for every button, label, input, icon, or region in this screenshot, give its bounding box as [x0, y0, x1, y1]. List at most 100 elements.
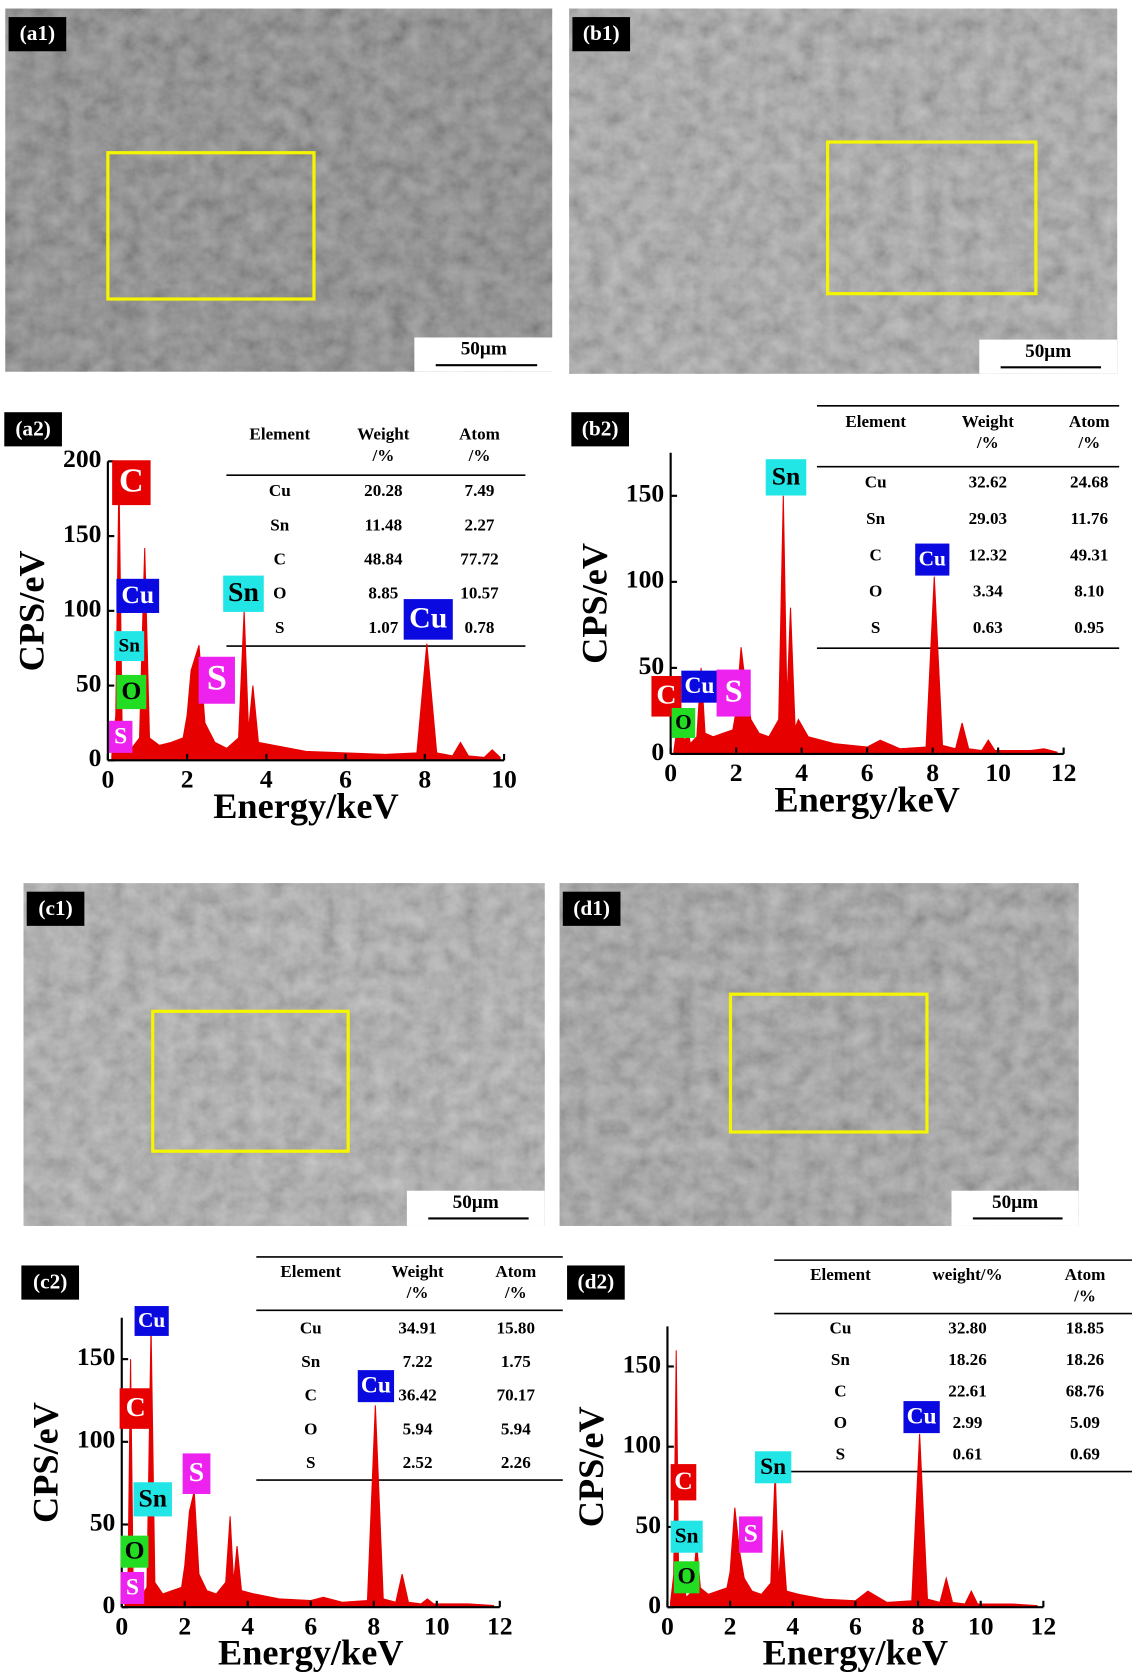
- table-cell: 2.27: [465, 515, 495, 534]
- table-cell: 1.75: [501, 1352, 531, 1371]
- y-axis-label: CPS/eV: [25, 1402, 65, 1523]
- y-tick-label: 150: [77, 1342, 115, 1371]
- table-cell: 48.84: [364, 550, 403, 569]
- y-axis-label: CPS/eV: [571, 1406, 611, 1527]
- y-axis-label: CPS/eV: [12, 550, 52, 671]
- table-cell: 12.32: [969, 545, 1007, 564]
- table-cell: 20.28: [364, 481, 402, 500]
- table-header: /%: [406, 1283, 429, 1302]
- y-tick-label: 200: [63, 444, 101, 473]
- table-cell: C: [834, 1381, 846, 1400]
- table-header: /%: [976, 433, 999, 452]
- table-cell: 29.03: [969, 509, 1007, 528]
- table-cell: 1.07: [368, 618, 398, 637]
- y-tick-label: 0: [651, 737, 664, 766]
- peak-label: S: [114, 723, 127, 749]
- table-cell: 77.72: [460, 550, 498, 569]
- y-tick-label: 50: [639, 651, 665, 680]
- sem-texture: [560, 883, 1079, 1226]
- table-cell: Sn: [831, 1350, 850, 1369]
- panel-label: (d1): [573, 896, 610, 920]
- table-cell: Cu: [830, 1318, 852, 1337]
- figure: 50μm(a1)50μm(b1)50μm(c1)50μm(d1)ElementW…: [0, 0, 1132, 1675]
- x-axis-label: Energy/keV: [213, 786, 399, 826]
- table-header: Element: [249, 425, 310, 444]
- peak-label: Cu: [138, 1308, 165, 1332]
- peak-label: Sn: [119, 636, 141, 657]
- table-cell: 0.61: [953, 1444, 983, 1463]
- table-cell: C: [274, 550, 286, 569]
- table-cell: 10.57: [460, 584, 499, 603]
- x-tick-label: 2: [724, 1611, 737, 1640]
- table-header: Weight: [357, 425, 409, 444]
- table-header: Element: [810, 1265, 871, 1284]
- table-cell: 24.68: [1070, 473, 1108, 492]
- page: 50μm(a1)50μm(b1)50μm(c1)50μm(d1)ElementW…: [0, 0, 1132, 1675]
- table-cell: 2.99: [953, 1413, 983, 1432]
- panel-label: (b2): [582, 416, 619, 440]
- table-cell: 0.69: [1070, 1444, 1100, 1463]
- table-cell: C: [305, 1386, 317, 1405]
- panel-label: (a2): [15, 416, 51, 440]
- table-cell: 49.31: [1070, 545, 1108, 564]
- peak-label: C: [126, 1392, 146, 1423]
- table-cell: 18.26: [948, 1350, 987, 1369]
- table-cell: 18.26: [1066, 1350, 1105, 1369]
- table-cell: Sn: [301, 1352, 320, 1371]
- scale-bar-label: 50μm: [461, 339, 507, 360]
- table-cell: O: [834, 1413, 847, 1432]
- x-tick-label: 0: [115, 1611, 128, 1640]
- table-header: /%: [1077, 433, 1100, 452]
- peak-label: O: [678, 1564, 696, 1590]
- table-cell: O: [869, 582, 882, 601]
- panel-label: (b1): [583, 21, 620, 45]
- table-cell: 32.62: [969, 473, 1007, 492]
- x-tick-label: 0: [101, 765, 114, 794]
- table-header: Atom: [495, 1262, 536, 1281]
- table-cell: 3.34: [973, 582, 1003, 601]
- table-cell: C: [870, 545, 882, 564]
- y-tick-label: 150: [626, 479, 664, 508]
- x-axis-label: Energy/keV: [774, 779, 960, 819]
- table-header: /%: [371, 446, 394, 465]
- table-cell: 0.63: [973, 618, 1003, 637]
- table-cell: 7.49: [465, 481, 495, 500]
- peak-label: S: [725, 672, 743, 708]
- y-tick-label: 0: [103, 1590, 116, 1619]
- table-cell: S: [275, 618, 285, 637]
- x-tick-label: 2: [181, 765, 194, 794]
- x-tick-label: 12: [487, 1611, 513, 1640]
- table-cell: Cu: [300, 1318, 322, 1337]
- peak-label: C: [674, 1466, 693, 1495]
- table-header: /%: [504, 1283, 527, 1302]
- table-cell: 32.80: [948, 1318, 986, 1337]
- table-header: Weight: [391, 1262, 443, 1281]
- table-cell: 2.52: [403, 1453, 433, 1472]
- peak-label: Cu: [121, 580, 154, 609]
- peak-label: Cu: [907, 1404, 937, 1430]
- table-cell: 0.78: [465, 618, 495, 637]
- panel-label: (c2): [33, 1270, 67, 1294]
- table-cell: Sn: [866, 509, 885, 528]
- x-tick-label: 10: [424, 1611, 450, 1640]
- table-cell: Sn: [270, 515, 289, 534]
- peak-label: Sn: [228, 577, 259, 608]
- y-tick-label: 50: [76, 668, 102, 697]
- table-header: Atom: [1069, 412, 1110, 431]
- panel-label: (a1): [20, 21, 56, 45]
- table-cell: Cu: [865, 473, 887, 492]
- x-tick-label: 10: [491, 765, 517, 794]
- table-cell: 15.80: [497, 1318, 535, 1337]
- table-cell: 7.22: [403, 1352, 433, 1371]
- peak-label: Cu: [409, 601, 447, 634]
- table-cell: S: [836, 1444, 846, 1463]
- table-header: Atom: [459, 425, 500, 444]
- peak-label: S: [207, 658, 227, 698]
- table-header: Weight: [962, 412, 1014, 431]
- y-axis-label: CPS/eV: [574, 543, 614, 664]
- table-cell: 36.42: [398, 1386, 436, 1405]
- peak-label: Sn: [760, 1454, 786, 1480]
- sem-texture: [24, 883, 545, 1226]
- table-cell: 8.85: [368, 584, 398, 603]
- table-cell: 5.09: [1070, 1413, 1100, 1432]
